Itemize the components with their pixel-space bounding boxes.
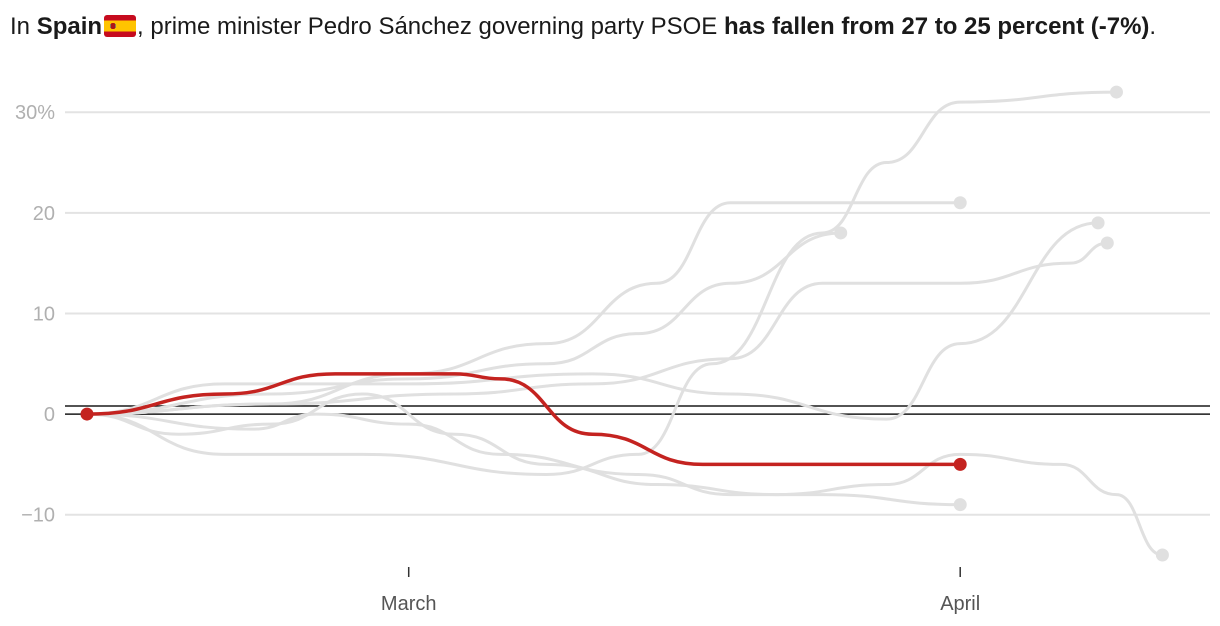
series-line-country-g (85, 392, 1164, 557)
headline-country: Spain (36, 13, 103, 40)
series-end-point-country-g (1155, 548, 1169, 562)
series-line-country-e (85, 241, 1109, 416)
series-line-country-d (85, 221, 1100, 421)
reference-lines (65, 405, 1210, 415)
series-line-psoe-spain (85, 372, 962, 467)
x-tick-label: April (940, 593, 980, 615)
chart-headline: In Spain , prime minister Pedro Sánchez g… (10, 10, 1200, 43)
series-end-point-country-d (1091, 216, 1105, 230)
headline-prefix: In (10, 13, 37, 40)
series-start-point-psoe-spain (80, 407, 94, 421)
headline-middle: , prime minister Pedro Sánchez governing… (137, 13, 724, 40)
gridlines (65, 111, 1210, 516)
y-tick-label: −10 (21, 505, 55, 527)
series-end-point-country-e (1100, 236, 1114, 250)
series-end-point-country-a (953, 196, 967, 210)
series-end-point-country-f (953, 498, 967, 512)
series-line-country-c (85, 90, 1118, 476)
series-end-point-country-c (1109, 85, 1123, 99)
y-tick-label: 30% (15, 102, 55, 124)
headline-emphasis: has fallen from 27 to 25 percent (-7%) (723, 13, 1150, 40)
background-series (85, 85, 1169, 562)
series-end-point-country-b (834, 226, 848, 240)
x-tick-label: March (381, 593, 437, 615)
y-tick-label: 10 (33, 303, 55, 325)
series-end-point-psoe-spain (953, 457, 967, 471)
headline-suffix: . (1149, 13, 1157, 40)
y-axis-ticks: 30% 20 10 0 −10 (15, 102, 55, 527)
highlight-series (80, 372, 967, 471)
series-line-country-b (85, 231, 843, 416)
y-tick-label: 0 (44, 404, 55, 426)
spain-flag-icon (104, 15, 137, 37)
x-axis-ticks: March April (381, 567, 980, 615)
y-tick-label: 20 (33, 203, 55, 225)
